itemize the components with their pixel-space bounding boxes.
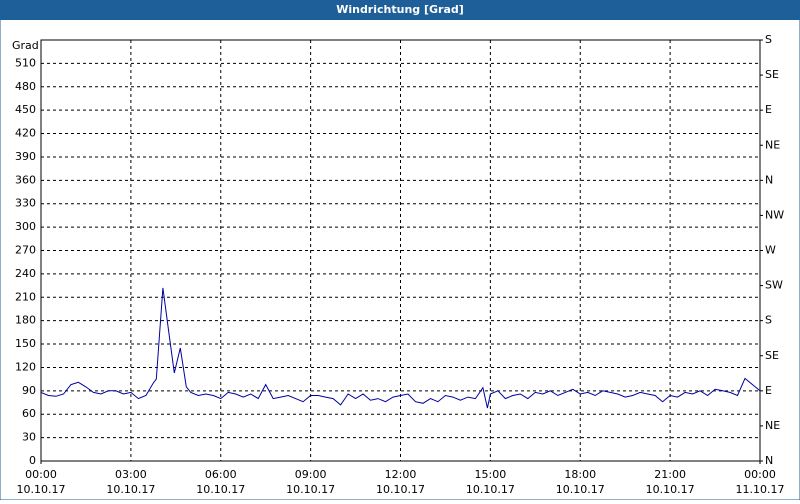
x-tick-label: 12:00 xyxy=(385,468,417,481)
y-tick-label: 60 xyxy=(22,407,36,420)
y2-tick-label: NE xyxy=(765,419,780,432)
x-tick-date: 10.10.17 xyxy=(196,483,245,496)
x-tick-date: 10.10.17 xyxy=(17,483,66,496)
y2-tick-label: SE xyxy=(765,68,779,81)
x-tick-date: 10.10.17 xyxy=(106,483,155,496)
x-tick-date: 10.10.17 xyxy=(646,483,695,496)
y2-tick-label: S xyxy=(765,33,772,46)
window-title: Windrichtung [Grad] xyxy=(336,3,464,16)
y-tick-label: 300 xyxy=(15,220,36,233)
y2-tick-label: S xyxy=(765,314,772,327)
y2-tick-label: NW xyxy=(765,208,784,221)
y2-tick-label: SW xyxy=(765,279,783,292)
x-tick-label: 00:00 xyxy=(25,468,57,481)
y-tick-label: 330 xyxy=(15,197,36,210)
y-tick-label: 510 xyxy=(15,56,36,69)
x-tick-label: 09:00 xyxy=(295,468,327,481)
data-line xyxy=(40,287,761,409)
y-axis-label: Grad xyxy=(12,39,39,52)
y-tick-label: 390 xyxy=(15,150,36,163)
x-tick-label: 21:00 xyxy=(654,468,686,481)
y-tick-label: 210 xyxy=(15,290,36,303)
x-tick-date: 10.10.17 xyxy=(376,483,425,496)
x-tick-date: 10.10.17 xyxy=(466,483,515,496)
x-tick-label: 06:00 xyxy=(205,468,237,481)
y-tick-label: 0 xyxy=(29,454,36,467)
x-tick-date: 10.10.17 xyxy=(556,483,605,496)
y-tick-label: 240 xyxy=(15,267,36,280)
y-tick-label: 90 xyxy=(22,384,36,397)
y-tick-label: 180 xyxy=(15,314,36,327)
y2-tick-label: SE xyxy=(765,349,779,362)
x-tick-date: 10.10.17 xyxy=(286,483,335,496)
y2-tick-label: NE xyxy=(765,138,780,151)
y2-tick-label: E xyxy=(765,384,772,397)
y-tick-label: 270 xyxy=(15,244,36,257)
x-tick-label: 03:00 xyxy=(115,468,147,481)
y2-tick-label: N xyxy=(765,454,773,467)
y2-tick-label: N xyxy=(765,173,773,186)
y-tick-label: 120 xyxy=(15,360,36,373)
x-tick-date: 11.10.17 xyxy=(736,483,785,496)
x-tick-label: 00:00 xyxy=(744,468,776,481)
y2-tick-label: W xyxy=(765,244,776,257)
y-tick-label: 420 xyxy=(15,127,36,140)
y-tick-label: 30 xyxy=(22,431,36,444)
x-tick-label: 18:00 xyxy=(564,468,596,481)
y-tick-label: 150 xyxy=(15,337,36,350)
title-bar xyxy=(0,0,800,20)
y-tick-label: 360 xyxy=(15,173,36,186)
x-tick-label: 15:00 xyxy=(475,468,507,481)
y-tick-label: 450 xyxy=(15,103,36,116)
y-tick-label: 480 xyxy=(15,80,36,93)
y2-tick-label: E xyxy=(765,103,772,116)
